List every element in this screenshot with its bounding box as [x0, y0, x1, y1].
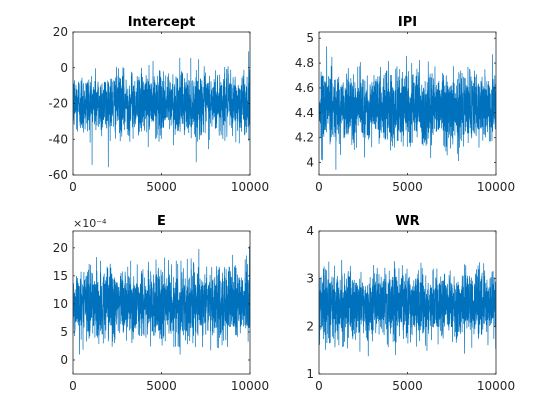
x-tick-label: 10000	[231, 180, 269, 194]
subplot-title: WR	[395, 214, 419, 229]
y-tick-label: -40	[48, 132, 68, 146]
subplot-intercept: Intercept 0 5000 10000 -60 -40 -20 0 20	[48, 15, 269, 194]
y-tick-label: 4.6	[295, 81, 314, 95]
y-tick-label: 3	[306, 272, 314, 286]
y-tick-label: 0	[60, 353, 68, 367]
x-tick-label: 0	[315, 379, 323, 393]
y-tick-label: 4.8	[295, 56, 314, 70]
x-tick-label: 0	[69, 180, 77, 194]
subplot-title: E	[157, 214, 166, 229]
exponent-label: ×10⁻⁴	[73, 217, 107, 230]
subplot-e: E ×10⁻⁴ 0 5000 10000 0 5 10 15 20	[53, 214, 269, 393]
series-line	[319, 46, 496, 170]
subplot-title: Intercept	[128, 15, 196, 30]
y-tick-label: -60	[48, 168, 68, 182]
y-tick-label: 20	[53, 25, 68, 39]
x-tick-label: 5000	[392, 379, 423, 393]
subplot-title: IPI	[398, 15, 417, 30]
series-line	[73, 246, 250, 355]
y-tick-label: 2	[306, 319, 314, 333]
x-tick-label: 10000	[477, 379, 515, 393]
x-tick-label: 10000	[477, 180, 515, 194]
y-tick-label: 4	[306, 156, 314, 170]
series-line	[319, 259, 496, 357]
y-tick-label: 1	[306, 367, 314, 381]
y-tick-label: 4.2	[295, 131, 314, 145]
y-tick-label: -20	[48, 97, 68, 111]
y-tick-label: 10	[53, 297, 68, 311]
x-tick-label: 0	[315, 180, 323, 194]
y-tick-label: 4.4	[295, 106, 314, 120]
y-tick-label: 5	[306, 31, 314, 45]
x-tick-label: 10000	[231, 379, 269, 393]
y-tick-label: 4	[306, 224, 314, 238]
subplot-wr: WR 0 5000 10000 1 2 3 4	[306, 214, 515, 393]
series-line	[73, 51, 250, 168]
x-tick-label: 5000	[146, 379, 177, 393]
y-tick-label: 5	[60, 325, 68, 339]
x-tick-label: 0	[69, 379, 77, 393]
y-tick-label: 15	[53, 269, 68, 283]
x-tick-label: 5000	[146, 180, 177, 194]
x-tick-label: 5000	[392, 180, 423, 194]
y-tick-label: 20	[53, 241, 68, 255]
y-tick-label: 0	[60, 61, 68, 75]
subplot-ipi: IPI 0 5000 10000 4 4.2 4.4 4.6 4.8 5	[295, 15, 515, 194]
